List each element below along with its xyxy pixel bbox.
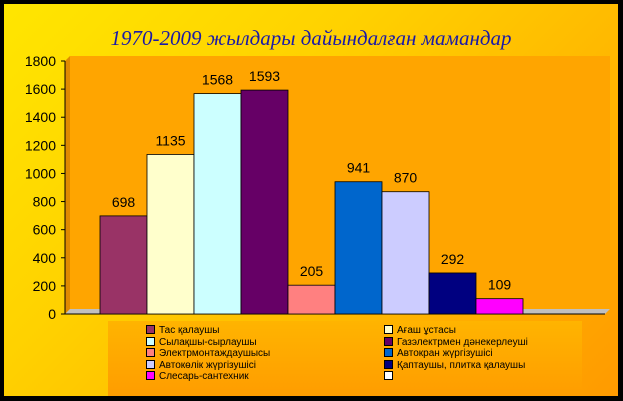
bar [146, 154, 195, 315]
y-tick-label: 200 [33, 278, 57, 294]
data-label: 941 [347, 160, 371, 176]
y-tick-label: 0 [48, 306, 56, 322]
bar [428, 272, 477, 315]
legend-label: Электрмонтаждаушысы [159, 348, 271, 359]
legend-item: Слесарь-сантехник [146, 371, 249, 382]
bar-chart: 0 200 400 600 800 1000 1200 1400 1600 1800 698 1135… [25, 53, 610, 322]
data-label: 698 [112, 194, 136, 210]
bar [99, 215, 148, 315]
bar [475, 298, 524, 315]
data-label: 1593 [249, 68, 280, 84]
legend-item: Тас қалаушы [146, 325, 219, 336]
legend-swatch [146, 359, 155, 369]
plot-side-wall [65, 56, 70, 314]
data-label: 109 [488, 277, 512, 293]
data-label: 292 [441, 251, 465, 267]
legend-item: Автокран жүргізушісі [384, 348, 493, 359]
legend-label: Газэлектрмен дәнекерлеуші [397, 336, 528, 348]
legend-swatch [384, 348, 393, 357]
chart-title: 1970-2009 жылдары дайындалған мамандар [110, 26, 512, 50]
data-label: 870 [394, 170, 418, 186]
legend-label: Сылақшы-сырлаушы [159, 336, 257, 348]
legend-swatch [146, 371, 155, 380]
bar [287, 284, 336, 315]
legend-label: Тас қалаушы [159, 325, 220, 336]
legend-label: Автокөлік жүргізушісі [159, 359, 256, 371]
bar [240, 89, 289, 315]
y-tick-label: 400 [33, 250, 57, 266]
legend-swatch [384, 371, 393, 380]
bar [381, 191, 430, 315]
legend-label: Слесарь-сантехник [159, 371, 249, 382]
y-tick-label: 1400 [25, 109, 56, 125]
legend-swatch [146, 325, 155, 334]
legend-label: Ағаш ұстасы [397, 325, 456, 336]
legend-item: Автокөлік жүргізушісі [146, 359, 256, 371]
chart-slide: 1970-2009 жылдары дайындалған мамандар 0… [4, 4, 618, 396]
legend-label: Автокран жүргізушісі [397, 348, 493, 359]
data-label: 1568 [202, 72, 233, 88]
y-tick-label: 1600 [25, 81, 56, 97]
legend-swatch [384, 359, 393, 369]
chart-legend: Тас қалаушы Ағаш ұстасы Сылақшы-сырлаушы Га… [108, 321, 582, 396]
legend-swatch [146, 336, 155, 346]
data-label: 1135 [155, 132, 185, 148]
legend-item: Газэлектрмен дәнекерлеуші [384, 336, 528, 348]
y-tick-label: 600 [33, 222, 57, 238]
bar [334, 181, 383, 315]
legend-swatch [384, 336, 393, 346]
legend-swatch [384, 325, 393, 334]
legend-item: Электрмонтаждаушысы [146, 348, 270, 359]
legend-item [384, 371, 397, 382]
y-tick-label: 1800 [25, 53, 56, 69]
legend-swatch [146, 348, 155, 357]
y-tick-label: 1000 [25, 165, 56, 181]
legend-item: Ағаш ұстасы [384, 325, 456, 336]
y-tick-label: 1200 [25, 137, 56, 153]
y-tick-label: 800 [33, 194, 57, 210]
legend-label: Қаптаушы, плитка қалаушы [397, 359, 526, 371]
bar [193, 93, 242, 315]
legend-item: Қаптаушы, плитка қалаушы [384, 359, 526, 371]
legend-item: Сылақшы-сырлаушы [146, 336, 257, 348]
data-label: 205 [300, 263, 324, 279]
